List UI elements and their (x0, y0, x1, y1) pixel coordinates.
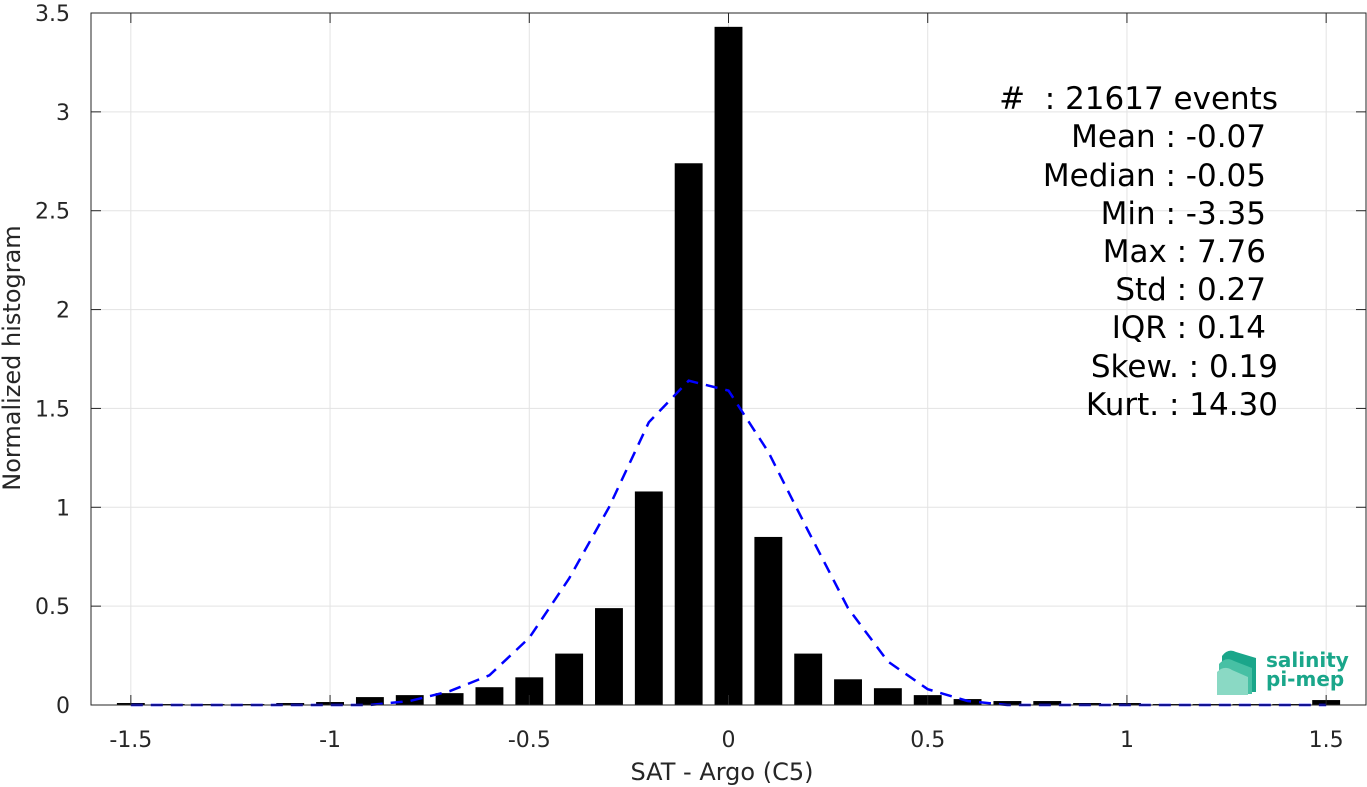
stat-min: Min : -3.35 (1101, 196, 1266, 232)
x-tick-label: -0.5 (508, 728, 551, 753)
y-tick-label: 2 (56, 299, 70, 324)
stat-iqr: IQR : 0.14 (1112, 310, 1266, 346)
histogram-bar (794, 653, 823, 705)
histogram-bar (1033, 701, 1062, 705)
logo-text-line1: salinity (1266, 648, 1349, 672)
histogram-bar (834, 679, 862, 705)
histogram-bar (435, 693, 464, 705)
y-tick-label: 0 (56, 694, 70, 719)
histogram-bar (276, 703, 305, 705)
x-axis-label: SAT - Argo (C5) (631, 758, 814, 786)
y-axis-label: Normalized histogram (0, 225, 26, 490)
histogram-bar (395, 695, 424, 705)
histogram-bar (714, 26, 743, 705)
stat-skew: Skew. : 0.19 (1091, 349, 1278, 385)
logo-waves-icon (1217, 650, 1256, 695)
y-tick-label: 1 (56, 496, 70, 521)
histogram-bars (116, 26, 1341, 705)
histogram-bar (993, 701, 1022, 705)
histogram-bar (595, 608, 623, 705)
histogram-bar (634, 491, 663, 705)
histogram-bar (873, 688, 902, 705)
y-axis-ticks: 0 0.5 1 1.5 2 2.5 3 3.5 (35, 2, 1366, 719)
stat-max: Max : 7.76 (1103, 234, 1266, 270)
histogram-bar (674, 163, 703, 705)
logo-text-line2: pi-mep (1266, 667, 1344, 691)
y-tick-label: 1.5 (35, 397, 70, 422)
stat-mean: Mean : -0.07 (1071, 119, 1266, 155)
x-tick-label: 0.5 (910, 728, 945, 753)
y-tick-label: 3.5 (35, 2, 70, 27)
x-tick-label: 1.5 (1309, 728, 1344, 753)
histogram-bar (355, 697, 384, 705)
histogram-bar (754, 536, 783, 705)
stats-box: # : 21617 events Mean : -0.07 Median : -… (999, 81, 1278, 423)
x-tick-label: 0 (722, 728, 736, 753)
y-tick-label: 2.5 (35, 200, 70, 225)
y-tick-label: 0.5 (35, 595, 70, 620)
stat-count: # : 21617 events (999, 81, 1278, 117)
histogram-bar (475, 687, 504, 705)
stat-median: Median : -0.05 (1043, 158, 1266, 194)
histogram-bar (555, 653, 584, 705)
x-tick-label: -1.5 (109, 728, 152, 753)
y-tick-label: 3 (56, 101, 70, 126)
salinity-pi-mep-logo: salinity pi-mep (1217, 648, 1349, 695)
x-tick-label: 1 (1120, 728, 1134, 753)
stat-kurt: Kurt. : 14.30 (1086, 387, 1278, 423)
x-axis-ticks: -1.5 -1 -0.5 0 0.5 1 1.5 (109, 13, 1344, 753)
x-tick-label: -1 (319, 728, 341, 753)
stat-std: Std : 0.27 (1115, 272, 1266, 308)
